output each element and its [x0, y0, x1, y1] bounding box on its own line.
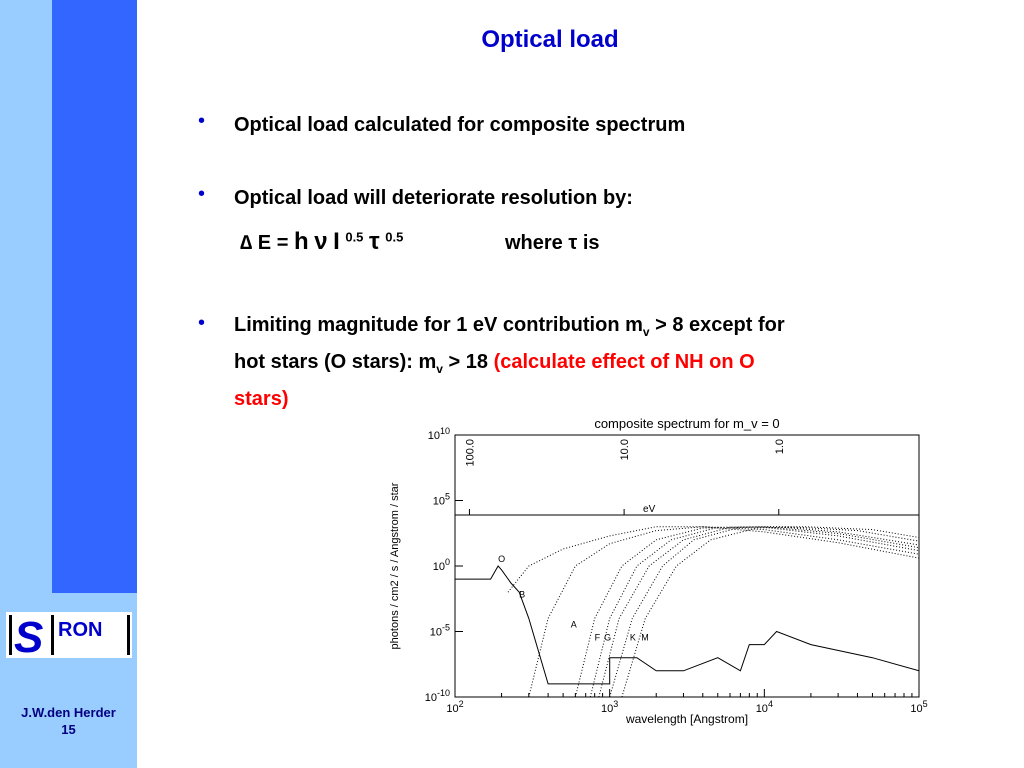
annotation-m: M: [641, 633, 649, 643]
series-g: [598, 526, 919, 697]
author-footer: J.W.den Herder: [21, 705, 116, 720]
bullet-icon: •: [198, 110, 206, 132]
bullet-3-text: Limiting magnitude for 1 eV contribution…: [234, 314, 785, 410]
chart-title: composite spectrum for m_v = 0: [594, 416, 779, 431]
x-tick-label: 104: [756, 699, 773, 715]
y-tick-label: 10-5: [430, 623, 450, 639]
y-tick-label: 100: [433, 557, 450, 573]
eV-tick-label: 100.0: [464, 439, 476, 467]
annotation-o: O: [498, 554, 505, 564]
x-axis-label: wavelength [Angstrom]: [625, 712, 748, 726]
series-k: [609, 526, 919, 697]
bullet-2-text: Optical load will deteriorate resolution…: [234, 187, 633, 209]
x-tick-label: 103: [601, 699, 618, 715]
svg-text:RON: RON: [58, 619, 102, 641]
svg-text:S: S: [14, 613, 43, 658]
series-a: [574, 526, 919, 697]
sron-logo: S RON: [6, 612, 132, 658]
annotation-a: A: [571, 620, 577, 630]
x-tick-label: 105: [910, 699, 927, 715]
series-composite: [455, 565, 919, 685]
series-o: [507, 526, 919, 593]
annotation-g: G: [604, 633, 611, 643]
bullet-1-text: Optical load calculated for composite sp…: [234, 114, 686, 136]
annotation-b: B: [519, 589, 525, 599]
page-number: 15: [61, 722, 76, 737]
composite-spectrum-chart: composite spectrum for m_v = 0 wavelength…: [389, 416, 928, 726]
x-tick-label: 102: [446, 699, 463, 715]
bullet-icon: •: [198, 312, 206, 334]
y-tick-label: 1010: [428, 426, 450, 442]
slide-title: Optical load: [481, 26, 619, 53]
series-b: [528, 526, 919, 697]
annotation-k: K: [630, 633, 636, 643]
series-f: [589, 526, 919, 697]
y-tick-label: 10-10: [425, 688, 450, 704]
eV-tick-label: 10.0: [619, 439, 631, 460]
annotation-f: F: [595, 633, 601, 643]
y-axis-label: photons / cm2 / s / Angstrom / star: [389, 482, 401, 649]
y-tick-label: 105: [433, 492, 450, 508]
series-m: [621, 526, 919, 697]
eV-axis-label: eV: [643, 504, 656, 515]
bullet-icon: •: [198, 183, 206, 205]
resolution-formula: ∆ E = h ν I 0.5 τ 0.5: [240, 228, 404, 255]
formula-where: where τ is: [505, 232, 600, 254]
eV-tick-label: 1.0: [774, 439, 786, 454]
sidebar-stripe: [52, 0, 137, 593]
plot-frame: [454, 434, 920, 698]
